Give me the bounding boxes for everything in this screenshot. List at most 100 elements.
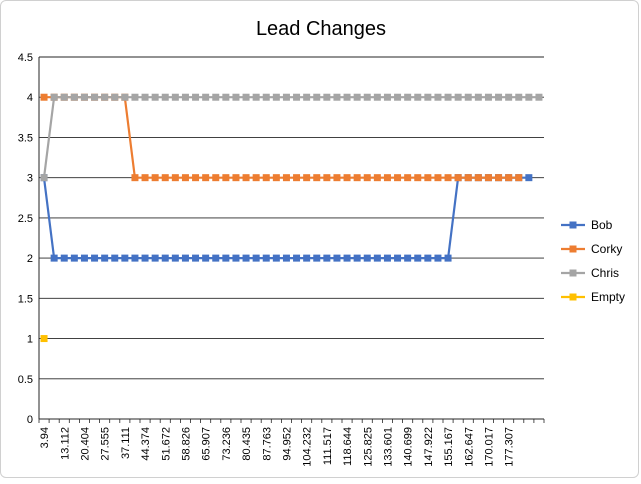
data-point-chris (535, 93, 543, 101)
data-point-corky (202, 174, 210, 182)
data-point-chris (131, 93, 139, 101)
data-point-chris (373, 93, 381, 101)
legend-swatch-marker (569, 245, 577, 253)
data-point-bob (111, 254, 119, 262)
data-point-chris (141, 93, 149, 101)
data-point-corky (151, 174, 159, 182)
legend-entry-corky: Corky (561, 242, 622, 256)
data-point-chris (60, 93, 68, 101)
data-point-chris (252, 93, 260, 101)
x-tick-label: 140.699 (403, 427, 415, 467)
data-point-bob (232, 254, 240, 262)
data-point-bob (424, 254, 432, 262)
data-point-bob (434, 254, 442, 262)
series-lines (40, 93, 543, 343)
data-point-chris (181, 93, 189, 101)
data-point-chris (414, 93, 422, 101)
data-point-chris (262, 93, 270, 101)
data-point-chris (161, 93, 169, 101)
data-point-corky (181, 174, 189, 182)
data-point-bob (242, 254, 250, 262)
data-point-corky (454, 174, 462, 182)
data-point-corky (343, 174, 351, 182)
data-point-corky (272, 174, 280, 182)
data-point-bob (70, 254, 78, 262)
y-tick-label: 1 (27, 334, 33, 346)
data-point-chris (121, 93, 129, 101)
x-tick-label: 170.017 (483, 427, 495, 467)
data-point-bob (394, 254, 402, 262)
x-tick-label: 118.644 (342, 427, 354, 466)
y-tick-label: 2.5 (18, 213, 33, 225)
data-point-corky (171, 174, 179, 182)
data-point-bob (272, 254, 280, 262)
data-point-corky (131, 174, 139, 182)
y-tick-label: 0 (27, 414, 33, 426)
data-point-corky (313, 174, 321, 182)
x-tick-label: 94.952 (281, 427, 293, 461)
data-point-corky (383, 174, 391, 182)
data-point-chris (212, 93, 220, 101)
data-point-chris (50, 93, 58, 101)
data-point-bob (313, 254, 321, 262)
y-tick-label: 1.5 (18, 293, 33, 305)
data-point-chris (303, 93, 311, 101)
data-point-bob (202, 254, 210, 262)
data-point-chris (404, 93, 412, 101)
x-tick-label: 111.517 (322, 427, 334, 465)
data-point-corky (232, 174, 240, 182)
y-tick-label: 0.5 (18, 374, 33, 386)
data-point-chris (192, 93, 200, 101)
data-point-bob (101, 254, 109, 262)
data-point-corky (363, 174, 371, 182)
data-point-bob (252, 254, 260, 262)
data-point-bob (60, 254, 68, 262)
x-tick-label: 147.922 (423, 427, 435, 467)
data-point-chris (272, 93, 280, 101)
data-point-chris (232, 93, 240, 101)
legend-entry-bob: Bob (561, 218, 613, 232)
data-point-corky (495, 174, 503, 182)
data-point-bob (262, 254, 270, 262)
data-point-bob (171, 254, 179, 262)
data-point-chris (171, 93, 179, 101)
data-point-corky (161, 174, 169, 182)
data-point-corky (40, 93, 48, 101)
data-point-bob (222, 254, 230, 262)
data-point-chris (474, 93, 482, 101)
data-point-bob (353, 254, 361, 262)
data-point-chris (343, 93, 351, 101)
data-point-chris (80, 93, 88, 101)
legend-label: Empty (591, 290, 625, 304)
data-point-bob (414, 254, 422, 262)
x-tick-label: 20.404 (79, 427, 91, 461)
data-point-bob (181, 254, 189, 262)
data-point-bob (333, 254, 341, 262)
data-point-corky (282, 174, 290, 182)
data-point-bob (80, 254, 88, 262)
x-tick-label: 125.825 (362, 427, 374, 467)
data-point-chris (323, 93, 331, 101)
data-point-corky (262, 174, 270, 182)
x-tick-label: 155.167 (443, 427, 455, 467)
legend-swatch-marker (569, 221, 577, 229)
x-tick-label: 13.112 (59, 427, 71, 460)
legend-label: Chris (591, 266, 619, 280)
data-point-chris (242, 93, 250, 101)
data-point-bob (293, 254, 301, 262)
legend-entry-chris: Chris (561, 266, 619, 280)
legend-entry-empty: Empty (561, 290, 625, 304)
x-tick-label: 162.647 (463, 427, 475, 467)
data-point-corky (373, 174, 381, 182)
data-point-corky (212, 174, 220, 182)
data-point-chris (111, 93, 119, 101)
data-point-bob (131, 254, 139, 262)
data-point-corky (293, 174, 301, 182)
legend-swatch-marker (569, 269, 577, 277)
legend-swatch-marker (569, 293, 577, 301)
data-point-bob (121, 254, 129, 262)
gridlines (39, 56, 544, 420)
data-point-chris (495, 93, 503, 101)
